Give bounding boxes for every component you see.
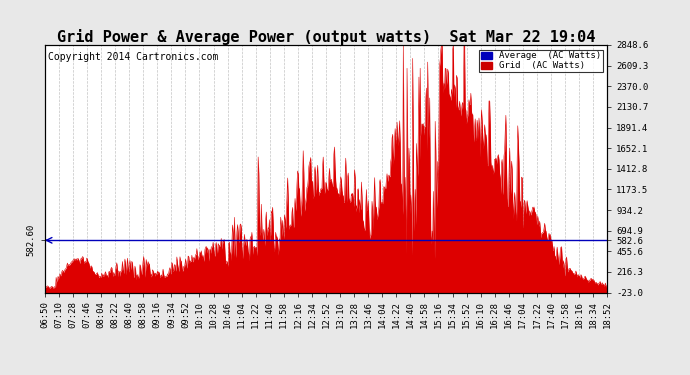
- Text: Copyright 2014 Cartronics.com: Copyright 2014 Cartronics.com: [48, 53, 218, 62]
- Title: Grid Power & Average Power (output watts)  Sat Mar 22 19:04: Grid Power & Average Power (output watts…: [57, 29, 595, 45]
- Legend: Average  (AC Watts), Grid  (AC Watts): Average (AC Watts), Grid (AC Watts): [479, 50, 602, 72]
